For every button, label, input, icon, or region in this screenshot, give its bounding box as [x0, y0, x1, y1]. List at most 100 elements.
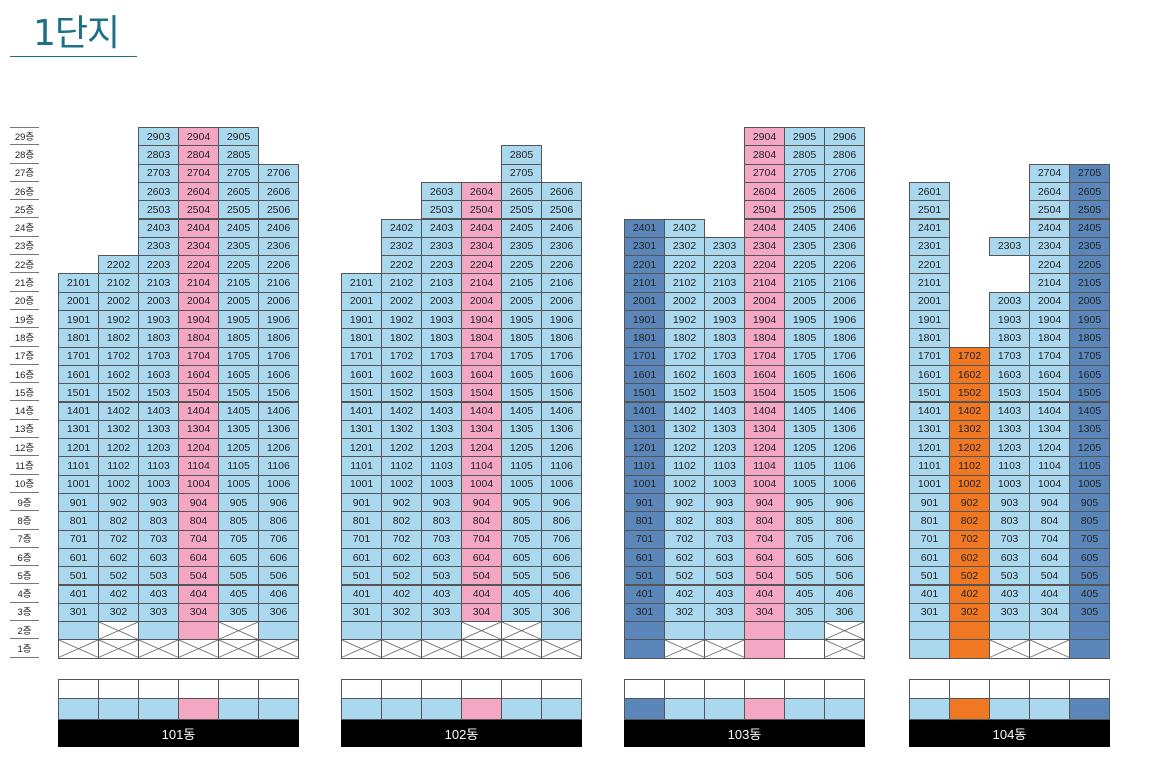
unit-cell — [624, 639, 665, 659]
unit-cell: 604 — [178, 547, 219, 568]
unit-cell: 1004 — [744, 474, 785, 494]
unit-cell: 601 — [909, 547, 950, 568]
unit-cell: 305 — [1069, 602, 1110, 623]
unit-cell: 804 — [461, 511, 502, 531]
unit-cell: 1601 — [58, 364, 99, 385]
unit-cell: 604 — [744, 547, 785, 568]
unit-cell: 506 — [541, 566, 582, 586]
unit-cell: 2305 — [1069, 236, 1110, 257]
unit-cell: 903 — [138, 493, 179, 513]
unit-cell: 506 — [824, 566, 865, 586]
no-unit-cross-icon — [59, 640, 98, 658]
unit-cell: 2301 — [909, 236, 950, 257]
unit-cell: 404 — [178, 584, 219, 604]
unit-cell: 1501 — [909, 383, 950, 403]
unit-cell: 1202 — [664, 438, 705, 458]
unit-cell — [1069, 639, 1110, 659]
floor-label: 23층 — [10, 237, 39, 256]
unit-cell: 1006 — [541, 474, 582, 494]
unit-cell: 1901 — [909, 310, 950, 330]
unit-cell: 501 — [58, 566, 99, 586]
unit-cell: 1105 — [1069, 456, 1110, 476]
unit-cell — [744, 639, 785, 659]
unit-cell: 1901 — [341, 310, 382, 330]
floor-label: 11층 — [10, 456, 39, 475]
unit-cell: 1704 — [1029, 346, 1070, 366]
unit-cell — [258, 621, 299, 641]
unit-cell: 1502 — [381, 383, 422, 403]
unit-cell: 2001 — [909, 291, 950, 311]
unit-cell: 1706 — [541, 346, 582, 366]
unit-cell: 1802 — [381, 328, 422, 348]
unit-cell: 902 — [664, 493, 705, 513]
unit-cell: 1401 — [341, 401, 382, 421]
unit-cell: 302 — [949, 602, 990, 623]
unit-cell: 1702 — [949, 346, 990, 366]
unit-cell: 705 — [501, 529, 542, 549]
unit-cell: 1902 — [98, 310, 139, 330]
unit-cell: 1906 — [824, 310, 865, 330]
unit-cell: 1502 — [949, 383, 990, 403]
unit-cell: 2301 — [624, 236, 665, 257]
unit-cell: 2804 — [178, 145, 219, 165]
unit-cell: 304 — [178, 602, 219, 623]
unit-cell: 701 — [624, 529, 665, 549]
unit-cell: 2203 — [704, 255, 745, 275]
unit-cell: 2005 — [1069, 291, 1110, 311]
unit-type — [909, 698, 950, 720]
unit-cell: 2704 — [1029, 163, 1070, 183]
unit-cell: 1503 — [138, 383, 179, 403]
unit-cell: 1606 — [824, 364, 865, 385]
unit-cell: 1006 — [258, 474, 299, 494]
unit-cell: 401 — [909, 584, 950, 604]
unit-cell: 1303 — [421, 419, 462, 440]
unit-cell: 2303 — [704, 236, 745, 257]
unit-cell: 605 — [1069, 547, 1110, 568]
unit-cell: 802 — [98, 511, 139, 531]
floor-label: 6층 — [10, 548, 39, 567]
unit-cell: 2106 — [541, 273, 582, 293]
unit-cell: 1404 — [461, 401, 502, 421]
unit-cell: 2001 — [341, 291, 382, 311]
unit-cell: 703 — [138, 529, 179, 549]
unit-cell: 1101 — [624, 456, 665, 476]
unit-cell: 704 — [1029, 529, 1070, 549]
unit-cell: 903 — [704, 493, 745, 513]
unit-cell: 2304 — [744, 236, 785, 257]
unit-cell: 2404 — [178, 218, 219, 238]
empty-unit-cell — [501, 639, 542, 659]
unit-cell: 2704 — [178, 163, 219, 183]
unit-cell: 2505 — [1069, 200, 1110, 220]
unit-cell: 2706 — [258, 163, 299, 183]
unit-cell: 2204 — [178, 255, 219, 275]
unit-cell: 502 — [98, 566, 139, 586]
unit-cell: 2104 — [178, 273, 219, 293]
unit-cell: 801 — [624, 511, 665, 531]
unit-cell: 301 — [341, 602, 382, 623]
unit-cell: 1701 — [624, 346, 665, 366]
unit-cell: 2506 — [824, 200, 865, 220]
unit-type — [624, 698, 665, 720]
unit-cell: 1201 — [58, 438, 99, 458]
unit-cell: 505 — [784, 566, 825, 586]
unit-cell: 303 — [989, 602, 1030, 623]
unit-cell: 1406 — [541, 401, 582, 421]
empty-unit-cell — [341, 639, 382, 659]
unit-cell: 1305 — [218, 419, 259, 440]
unit-cell: 1205 — [218, 438, 259, 458]
unit-cell: 1904 — [1029, 310, 1070, 330]
unit-cell: 1604 — [744, 364, 785, 385]
unit-cell: 1504 — [744, 383, 785, 403]
unit-cell: 1902 — [381, 310, 422, 330]
unit-cell: 1605 — [218, 364, 259, 385]
unit-cell: 802 — [949, 511, 990, 531]
title-underline — [10, 56, 137, 57]
no-unit-cross-icon — [1030, 640, 1069, 658]
unit-cell: 1504 — [178, 383, 219, 403]
unit-cell: 2504 — [461, 200, 502, 220]
unit-cell: 1201 — [624, 438, 665, 458]
unit-cell: 2006 — [824, 291, 865, 311]
unit-cell: 502 — [381, 566, 422, 586]
unit-cell: 2103 — [704, 273, 745, 293]
unit-cell: 2105 — [784, 273, 825, 293]
